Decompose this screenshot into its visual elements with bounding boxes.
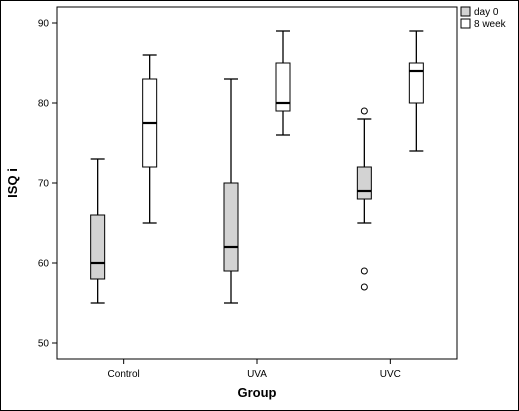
box-day-0-UVC — [356, 107, 372, 291]
x-tick-label: UVA — [247, 369, 267, 380]
box-iqr — [408, 62, 424, 104]
x-tick-label: Control — [108, 369, 140, 380]
outlier-point — [360, 283, 368, 291]
legend-swatch — [460, 6, 471, 17]
box-8-week-Control — [142, 54, 158, 224]
x-axis: Control UVA UVC — [108, 359, 401, 380]
outlier-point — [360, 107, 368, 115]
y-tick-label: 60 — [38, 259, 50, 270]
x-tick-label: UVC — [380, 369, 401, 380]
box-8-week-UVA — [275, 30, 291, 136]
y-tick-label: 50 — [38, 339, 50, 350]
legend-label: day 0 — [474, 7, 499, 18]
y-axis: 50 60 70 80 90 — [38, 19, 57, 350]
box-8-week-UVC — [408, 30, 424, 152]
legend-label: 8 week — [474, 19, 507, 30]
legend-swatch — [460, 18, 471, 29]
x-axis-title: Group — [238, 385, 277, 400]
y-axis-title: ISQ i — [5, 168, 20, 198]
box-iqr — [356, 166, 372, 200]
box-iqr — [223, 182, 239, 272]
plot-area — [56, 6, 458, 360]
y-tick-label: 70 — [38, 179, 50, 190]
legend: day 08 week — [460, 6, 507, 30]
y-tick-label: 90 — [38, 19, 50, 30]
box-iqr — [275, 62, 291, 112]
boxes-layer — [90, 30, 424, 304]
outlier-point — [360, 267, 368, 275]
y-tick-label: 80 — [38, 99, 50, 110]
box-day-0-UVA — [223, 78, 239, 304]
box-day-0-Control — [90, 158, 106, 304]
box-iqr — [90, 214, 106, 280]
